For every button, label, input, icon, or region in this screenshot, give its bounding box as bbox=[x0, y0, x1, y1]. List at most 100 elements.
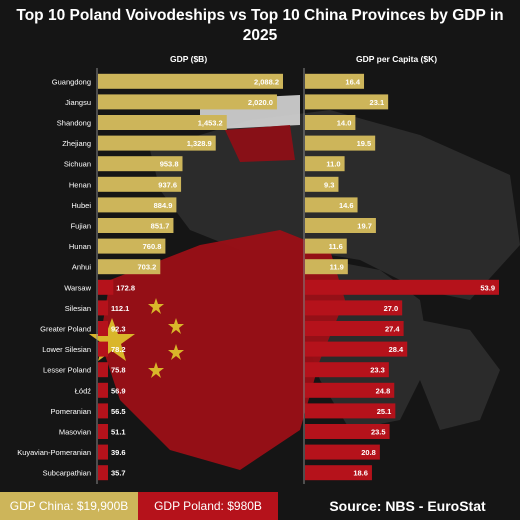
category-label: Jiangsu bbox=[65, 98, 91, 107]
category-label: Shandong bbox=[57, 119, 91, 128]
flag-star-small-2 bbox=[168, 318, 184, 334]
gdp-value-label: 2,020.0 bbox=[248, 98, 273, 107]
gdp-per-capita-value-label: 16.4 bbox=[345, 77, 360, 86]
gdp-value-label: 851.7 bbox=[151, 222, 170, 231]
gdp-value-label: 78.2 bbox=[111, 345, 126, 354]
gdp-bar bbox=[98, 218, 174, 233]
gdp-per-capita-bar bbox=[305, 197, 358, 213]
gdp-value-label: 51.1 bbox=[111, 428, 126, 437]
category-label: Kuyavian-Pomeranian bbox=[17, 448, 91, 457]
gdp-bar bbox=[98, 156, 183, 172]
category-label: Zhejiang bbox=[62, 139, 91, 148]
category-label: Fujian bbox=[71, 222, 91, 231]
gdp-per-capita-value-label: 11.0 bbox=[326, 160, 340, 169]
gdp-per-capita-bar bbox=[305, 403, 396, 419]
gdp-per-capita-bar bbox=[305, 115, 356, 130]
gdp-bar bbox=[98, 197, 177, 213]
china-total-legend: GDP China: $19,900B bbox=[0, 492, 138, 520]
chart-title: Top 10 Poland Voivodeships vs Top 10 Chi… bbox=[16, 7, 504, 44]
category-label: Silesian bbox=[65, 304, 91, 313]
gdp-per-capita-column-header: GDP per Capita ($K) bbox=[356, 54, 438, 64]
gdp-per-capita-bar bbox=[305, 424, 390, 439]
gdp-per-capita-value-label: 9.3 bbox=[324, 180, 334, 189]
gdp-bar bbox=[98, 135, 216, 151]
gdp-value-label: 1,453.2 bbox=[198, 119, 223, 128]
gdp-value-label: 172.8 bbox=[116, 283, 135, 292]
category-label: Hunan bbox=[69, 242, 91, 251]
gdp-per-capita-value-label: 14.6 bbox=[339, 201, 354, 210]
category-label: Subcarpathian bbox=[43, 469, 91, 478]
gdp-value-label: 56.5 bbox=[111, 407, 126, 416]
gdp-value-label: 953.8 bbox=[160, 160, 179, 169]
gdp-bar bbox=[98, 94, 277, 110]
gdp-per-capita-bar bbox=[305, 444, 380, 460]
gdp-bar bbox=[98, 259, 161, 275]
category-label: Łódź bbox=[75, 386, 92, 395]
gdp-per-capita-value-label: 25.1 bbox=[377, 407, 392, 416]
gdp-value-label: 703.2 bbox=[138, 263, 157, 272]
gdp-per-capita-value-label: 19.5 bbox=[357, 139, 372, 148]
category-label: Hubei bbox=[71, 201, 91, 210]
gdp-bar bbox=[98, 424, 108, 439]
gdp-per-capita-value-label: 53.9 bbox=[480, 283, 495, 292]
poland-total-legend: GDP Poland: $980B bbox=[138, 492, 278, 520]
gdp-per-capita-value-label: 11.6 bbox=[329, 242, 343, 251]
gdp-per-capita-value-label: 24.8 bbox=[376, 386, 391, 395]
gdp-bar bbox=[98, 73, 283, 89]
gdp-per-capita-bar bbox=[305, 382, 395, 398]
gdp-value-label: 56.9 bbox=[111, 386, 126, 395]
gdp-value-label: 75.8 bbox=[111, 366, 126, 375]
gdp-per-capita-bar bbox=[305, 156, 345, 172]
gdp-per-capita-bar bbox=[305, 300, 403, 316]
gdp-per-capita-value-label: 14.0 bbox=[337, 119, 352, 128]
category-label: Lower Silesian bbox=[42, 345, 91, 354]
gdp-per-capita-value-label: 23.5 bbox=[371, 428, 386, 437]
gdp-bar bbox=[98, 279, 114, 295]
category-label: Henan bbox=[69, 180, 91, 189]
flag-star-small-3 bbox=[168, 344, 184, 360]
gdp-bar bbox=[98, 444, 108, 460]
flag-star-small-1 bbox=[148, 298, 164, 314]
category-label: Guangdong bbox=[52, 77, 91, 86]
gdp-bar bbox=[98, 238, 166, 254]
gdp-bar bbox=[98, 176, 182, 192]
gdp-bar bbox=[98, 362, 108, 378]
gdp-per-capita-value-label: 23.1 bbox=[370, 98, 385, 107]
gdp-per-capita-bar bbox=[305, 238, 347, 254]
gdp-per-capita-bar bbox=[305, 362, 389, 378]
gdp-per-capita-bar bbox=[305, 465, 372, 481]
source-label: Source: NBS - EuroStat bbox=[329, 498, 486, 514]
gdp-bar bbox=[98, 382, 108, 398]
gdp-per-capita-bar bbox=[305, 94, 389, 110]
gdp-column-header: GDP ($B) bbox=[170, 54, 208, 64]
gdp-per-capita-value-label: 20.8 bbox=[361, 448, 376, 457]
gdp-bar bbox=[98, 465, 108, 481]
gdp-per-capita-value-label: 28.4 bbox=[389, 345, 404, 354]
gdp-value-label: 884.9 bbox=[154, 201, 173, 210]
gdp-value-label: 35.7 bbox=[111, 469, 126, 478]
gdp-per-capita-value-label: 11.9 bbox=[330, 263, 344, 272]
gdp-bar bbox=[98, 115, 227, 130]
gdp-value-label: 2,088.2 bbox=[254, 77, 279, 86]
gdp-per-capita-value-label: 23.3 bbox=[370, 366, 385, 375]
category-label: Warsaw bbox=[64, 283, 91, 292]
gdp-per-capita-bar bbox=[305, 135, 376, 151]
flag-star-large bbox=[89, 318, 135, 361]
gdp-per-capita-value-label: 27.0 bbox=[384, 304, 399, 313]
gdp-value-label: 39.6 bbox=[111, 448, 126, 457]
category-label: Greater Poland bbox=[40, 325, 91, 334]
category-label: Masovian bbox=[59, 428, 91, 437]
gdp-per-capita-bar bbox=[305, 259, 348, 275]
gdp-per-capita-value-label: 19.7 bbox=[357, 222, 372, 231]
gdp-value-label: 760.8 bbox=[143, 242, 162, 251]
gdp-bar bbox=[98, 341, 108, 357]
flag-star-small-4 bbox=[148, 362, 164, 378]
gdp-bar bbox=[98, 300, 108, 316]
gdp-value-label: 937.6 bbox=[158, 180, 177, 189]
category-label: Anhui bbox=[72, 263, 92, 272]
gdp-value-label: 1,328.9 bbox=[187, 139, 212, 148]
gdp-per-capita-bar bbox=[305, 73, 365, 89]
category-label: Lesser Poland bbox=[43, 366, 91, 375]
gdp-per-capita-bar bbox=[305, 176, 339, 192]
